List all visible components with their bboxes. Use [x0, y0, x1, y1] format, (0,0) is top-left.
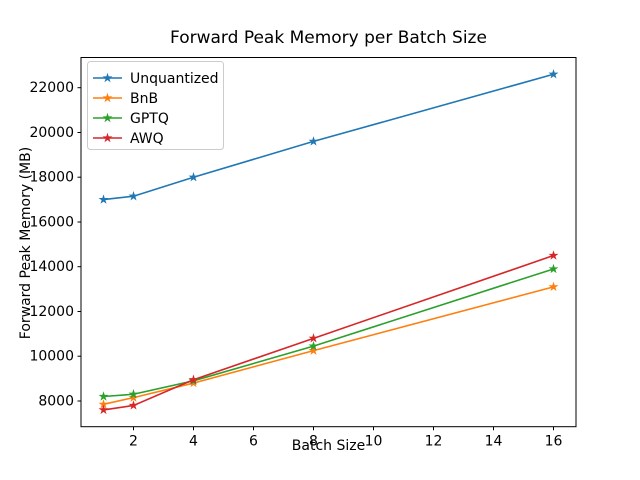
- y-tick-label: 12000: [29, 304, 74, 320]
- data-point-marker-unquantized: [188, 172, 199, 182]
- x-tick-label: 6: [249, 434, 258, 450]
- y-tick-label: 16000: [29, 215, 74, 231]
- data-point-marker-awq: [308, 333, 319, 343]
- x-tick-label: 2: [129, 434, 138, 450]
- data-point-marker-bnb: [548, 281, 559, 292]
- data-point-marker-unquantized: [128, 191, 139, 201]
- legend-label-bnb: BnB: [130, 91, 158, 107]
- data-point-marker-awq: [98, 404, 109, 415]
- data-point-marker-awq: [188, 374, 199, 384]
- plot-frame: [80, 57, 577, 428]
- legend-box: [87, 61, 224, 150]
- y-tick-label: 18000: [29, 170, 74, 186]
- legend-marker-star-icon: [102, 132, 113, 143]
- x-tick-label: 4: [189, 434, 198, 450]
- data-point-marker-gptq: [128, 389, 139, 399]
- data-point-marker-unquantized: [98, 194, 109, 204]
- data-point-marker-unquantized: [308, 136, 319, 146]
- y-tick-label: 10000: [29, 349, 74, 365]
- data-point-marker-gptq: [308, 340, 319, 351]
- chart-title: Forward Peak Memory per Batch Size: [170, 28, 487, 48]
- x-tick-label: 10: [365, 434, 383, 450]
- data-point-marker-unquantized: [548, 69, 559, 79]
- y-tick-label: 20000: [29, 125, 74, 141]
- y-tick-label: 14000: [29, 259, 74, 275]
- x-tick-label: 14: [485, 434, 503, 450]
- data-point-marker-gptq: [98, 391, 109, 401]
- legend-marker-star-icon: [102, 72, 113, 83]
- series-line-bnb: [102, 286, 555, 406]
- data-point-marker-bnb: [98, 399, 109, 409]
- series-line-awq: [102, 254, 555, 411]
- data-point-marker-bnb: [128, 392, 139, 402]
- legend-marker-star-icon: [102, 112, 113, 123]
- x-tick-label: 8: [309, 434, 318, 450]
- x-tick-label: 12: [425, 434, 443, 450]
- legend-label-unquantized: Unquantized: [130, 71, 219, 87]
- data-point-marker-awq: [128, 400, 139, 410]
- legend-label-awq: AWQ: [130, 131, 164, 147]
- legend-label-gptq: GPTQ: [130, 111, 169, 127]
- data-point-marker-bnb: [308, 345, 319, 355]
- legend-marker-star-icon: [102, 92, 113, 103]
- data-point-marker-awq: [548, 250, 559, 260]
- x-tick-label: 16: [545, 434, 563, 450]
- y-tick-label: 22000: [29, 80, 74, 96]
- y-tick-label: 8000: [38, 394, 74, 410]
- x-axis-title: Batch Size: [291, 438, 366, 454]
- data-point-marker-gptq: [548, 263, 559, 274]
